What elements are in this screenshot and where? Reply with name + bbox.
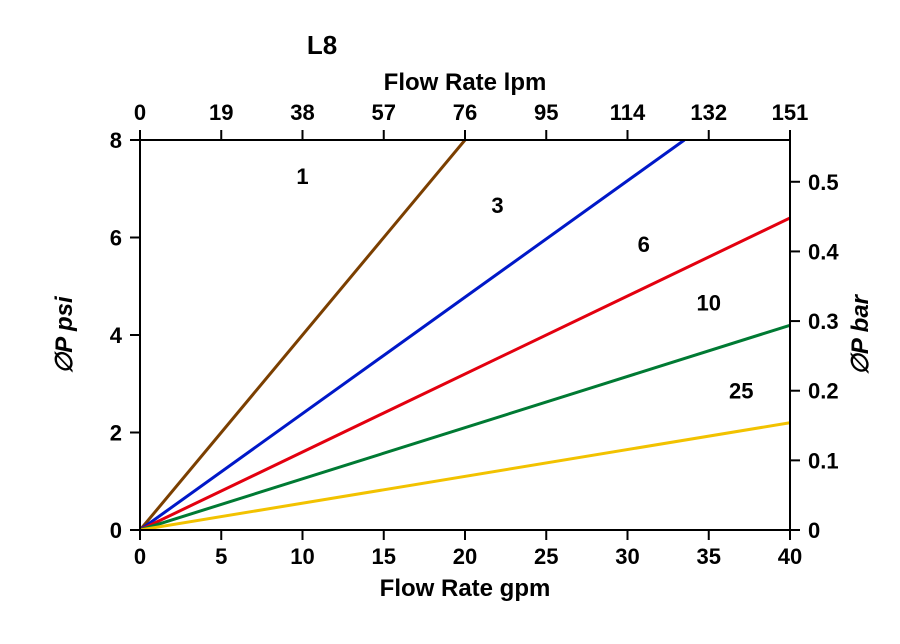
chart-title: L8 <box>307 30 337 60</box>
x-bottom-tick-label: 15 <box>372 544 396 569</box>
y-left-tick-label: 4 <box>110 323 123 348</box>
x-top-tick-label: 95 <box>534 100 558 125</box>
x-bottom-tick-label: 40 <box>778 544 802 569</box>
x-top-tick-label: 76 <box>453 100 477 125</box>
y-right-tick-label: 0 <box>808 518 820 543</box>
chart-container: 0510152025303540Flow Rate gpm01938577695… <box>0 0 900 644</box>
y-left-tick-label: 6 <box>110 226 122 251</box>
series-label-10: 10 <box>697 291 721 316</box>
series-label-3: 3 <box>491 193 503 218</box>
x-top-tick-label: 151 <box>772 100 809 125</box>
x-bottom-title: Flow Rate gpm <box>380 575 551 602</box>
y-right-tick-label: 0.5 <box>808 170 839 195</box>
x-bottom-tick-label: 35 <box>697 544 721 569</box>
x-top-tick-label: 57 <box>372 100 396 125</box>
x-top-tick-label: 0 <box>134 100 146 125</box>
series-label-6: 6 <box>638 232 650 257</box>
x-bottom-tick-label: 10 <box>290 544 314 569</box>
x-top-tick-label: 38 <box>290 100 314 125</box>
x-bottom-tick-label: 0 <box>134 544 146 569</box>
y-left-tick-label: 2 <box>110 421 122 446</box>
y-right-tick-label: 0.1 <box>808 448 839 473</box>
y-left-tick-label: 0 <box>110 518 122 543</box>
y-right-title: ∅P bar <box>847 293 874 375</box>
x-bottom-tick-label: 20 <box>453 544 477 569</box>
x-top-tick-label: 132 <box>690 100 727 125</box>
y-right-tick-label: 0.3 <box>808 309 839 334</box>
y-left-title: ∅P psi <box>51 295 78 374</box>
line-chart: 0510152025303540Flow Rate gpm01938577695… <box>0 0 900 644</box>
x-top-tick-label: 114 <box>610 100 646 125</box>
x-top-tick-label: 19 <box>209 100 233 125</box>
series-label-25: 25 <box>729 378 753 403</box>
series-label-1: 1 <box>296 164 308 189</box>
y-right-tick-label: 0.2 <box>808 379 839 404</box>
x-bottom-tick-label: 5 <box>215 544 227 569</box>
x-bottom-tick-label: 25 <box>534 544 558 569</box>
x-bottom-tick-label: 30 <box>615 544 639 569</box>
y-left-tick-label: 8 <box>110 128 122 153</box>
x-top-title: Flow Rate lpm <box>384 69 547 96</box>
y-right-tick-label: 0.4 <box>808 239 839 264</box>
